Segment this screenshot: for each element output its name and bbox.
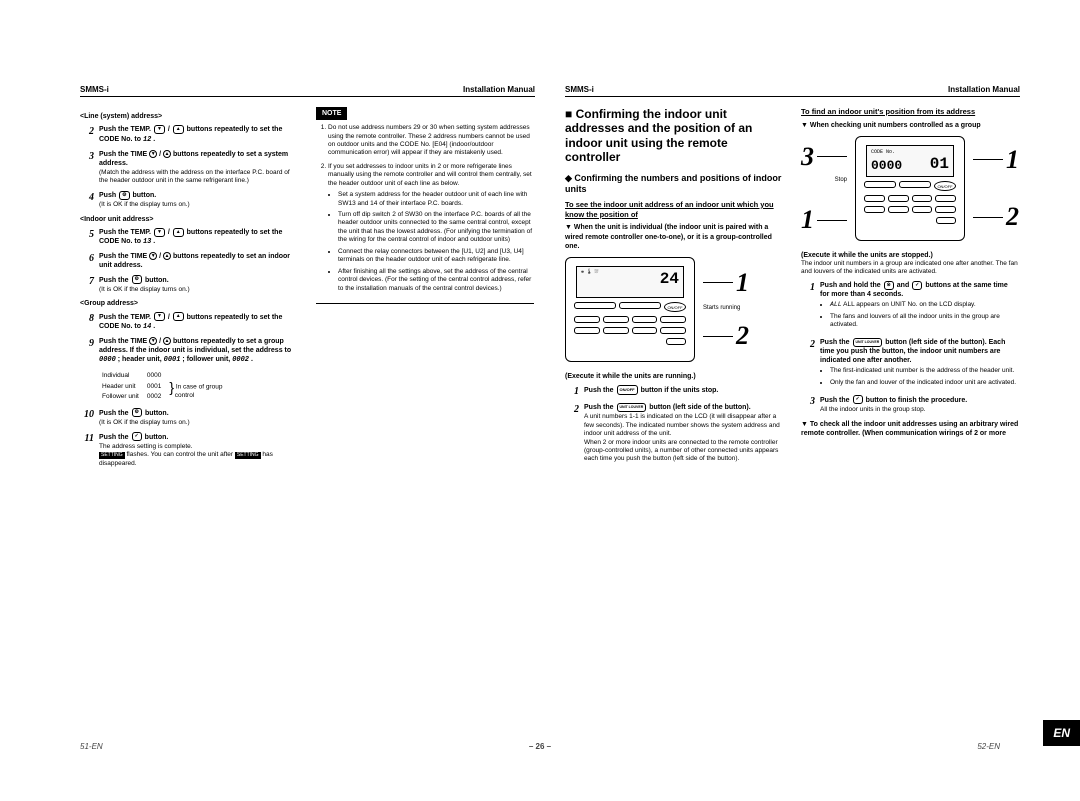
condition-3: To check all the indoor unit addresses u… bbox=[801, 420, 1019, 438]
language-tab: EN bbox=[1043, 720, 1080, 746]
onoff-button[interactable]: ON/OFF bbox=[934, 181, 956, 191]
condition-1: When the unit is individual (the indoor … bbox=[565, 223, 783, 250]
line-address-label: <Line (system) address> bbox=[80, 112, 298, 121]
footer-right: 52-EN bbox=[977, 742, 1000, 751]
setting-badge-2: SETTING bbox=[235, 452, 261, 459]
vent-icon: ※ bbox=[884, 281, 894, 290]
unit-louver-icon: UNIT LOUVER bbox=[617, 403, 647, 412]
remote-controller-1: ❋ 🌡 ⛆ 24 ON/OFF bbox=[565, 257, 695, 362]
onoff-button[interactable]: ON/OFF bbox=[664, 302, 686, 312]
time-up-icon: ▲ bbox=[163, 337, 171, 345]
header-left: SMMS-i Installation Manual bbox=[80, 85, 535, 97]
callout-1: 1 bbox=[736, 266, 749, 300]
lcd-1: ❋ 🌡 ⛆ 24 bbox=[576, 266, 684, 298]
page-right: SMMS-i Installation Manual Confirming th… bbox=[550, 85, 1020, 680]
step-8: 8 Push the TEMP. ▼ / ▲ buttons repeatedl… bbox=[80, 312, 298, 332]
r-step-1: 1 Push the ON/OFF button if the units st… bbox=[565, 385, 783, 398]
product-name: SMMS-i bbox=[80, 85, 109, 94]
indoor-address-label: <Indoor unit address> bbox=[80, 215, 298, 224]
procedure-heading-b: To find an indoor unit's position from i… bbox=[801, 107, 1019, 117]
doc-title: Installation Manual bbox=[463, 85, 535, 94]
note-1: Do not use address numbers 29 or 30 when… bbox=[328, 124, 534, 158]
callout-1c: 1 bbox=[1006, 143, 1019, 177]
step-7: 7 Push the ⚙ button. (It is OK if the di… bbox=[80, 275, 298, 294]
step-2: 2 Push the TEMP. ▼ / ▲ buttons repeatedl… bbox=[80, 125, 298, 145]
note-2: If you set addresses to indoor units in … bbox=[328, 163, 534, 293]
r2-step-1: 1 Push and hold the ※ and ✓ buttons at t… bbox=[801, 281, 1019, 333]
step-6: 6 Push the TIME ▼ / ▲ buttons repeatedly… bbox=[80, 252, 298, 270]
set-icon: ⚙ bbox=[132, 275, 142, 284]
step-4: 4 Push ⚙ button. (It is OK if the displa… bbox=[80, 191, 298, 210]
section-heading: Confirming the indoor unit addresses and… bbox=[565, 107, 783, 165]
temp-down-icon: ▼ bbox=[154, 125, 165, 134]
step-9: 9 Push the TIME ▼ / ▲ buttons repeatedly… bbox=[80, 337, 298, 365]
r-step-2: 2 Push the UNIT LOUVER button (left side… bbox=[565, 403, 783, 464]
time-down-icon: ▼ bbox=[149, 252, 157, 260]
time-up-icon: ▲ bbox=[163, 150, 171, 158]
execute-note-2: (Execute it while the units are stopped.… bbox=[801, 251, 1019, 277]
header-right: SMMS-i Installation Manual bbox=[565, 85, 1020, 97]
step-11: 11 Push the ✓ button. The address settin… bbox=[80, 432, 298, 468]
time-down-icon: ▼ bbox=[149, 337, 157, 345]
time-up-icon: ▲ bbox=[163, 252, 171, 260]
step-3: 3 Push the TIME ▼ / ▲ buttons repeatedly… bbox=[80, 150, 298, 186]
left-col-2: NOTE Do not use address numbers 29 or 30… bbox=[316, 107, 534, 473]
callout-1b: 1 bbox=[801, 203, 814, 237]
product-name: SMMS-i bbox=[565, 85, 594, 94]
footer: 51-EN – 26 – 52-EN bbox=[0, 742, 1080, 751]
group-address-label: <Group address> bbox=[80, 299, 298, 308]
test-icon: ✓ bbox=[132, 432, 142, 441]
lcd-2: CODE No. 0000 01 bbox=[866, 145, 954, 177]
set-icon: ⚙ bbox=[119, 191, 129, 200]
callout-3: 3 bbox=[801, 140, 814, 174]
remote-controller-2: CODE No. 0000 01 ON/OFF bbox=[855, 136, 965, 241]
condition-2: When checking unit numbers controlled as… bbox=[801, 121, 1019, 130]
notes-list: Do not use address numbers 29 or 30 when… bbox=[316, 124, 534, 293]
unit-louver-icon: UNIT LOUVER bbox=[853, 338, 883, 347]
left-col-1: <Line (system) address> 2 Push the TEMP.… bbox=[80, 107, 298, 473]
temp-up-icon: ▲ bbox=[173, 228, 184, 237]
execute-note-1: (Execute it while the units are running.… bbox=[565, 372, 783, 381]
temp-up-icon: ▲ bbox=[173, 312, 184, 321]
step-10: 10 Push the ⚙ button. (It is OK if the d… bbox=[80, 408, 298, 427]
callout-2: 2 bbox=[736, 319, 749, 353]
temp-down-icon: ▼ bbox=[154, 312, 165, 321]
procedure-heading-a: To see the indoor unit address of an ind… bbox=[565, 200, 783, 220]
stop-label: Stop bbox=[835, 177, 847, 185]
test-icon: ✓ bbox=[912, 281, 922, 290]
set-icon: ⚙ bbox=[132, 408, 142, 417]
group-address-table: Individual0000 Header unit0001 } In case… bbox=[100, 370, 230, 403]
page-number: – 26 – bbox=[529, 742, 551, 751]
step-5: 5 Push the TEMP. ▼ / ▲ buttons repeatedl… bbox=[80, 228, 298, 248]
right-col-1: Confirming the indoor unit addresses and… bbox=[565, 107, 783, 469]
subsection-heading: Confirming the numbers and positions of … bbox=[565, 173, 783, 196]
time-down-icon: ▼ bbox=[149, 150, 157, 158]
r2-step-2: 2 Push the UNIT LOUVER button (left side… bbox=[801, 338, 1019, 391]
doc-title: Installation Manual bbox=[948, 85, 1020, 94]
setting-badge-1: SETTING bbox=[99, 452, 125, 459]
starts-running-label: Starts running bbox=[703, 305, 749, 313]
temp-down-icon: ▼ bbox=[154, 228, 165, 237]
test-icon: ✓ bbox=[853, 395, 863, 404]
footer-left: 51-EN bbox=[80, 742, 103, 751]
callout-2b: 2 bbox=[1006, 200, 1019, 234]
right-col-2: To find an indoor unit's position from i… bbox=[801, 107, 1019, 469]
page-left: SMMS-i Installation Manual <Line (system… bbox=[80, 85, 550, 680]
onoff-icon: ON/OFF bbox=[617, 385, 638, 395]
temp-up-icon: ▲ bbox=[173, 125, 184, 134]
r2-step-3: 3 Push the ✓ button to finish the proced… bbox=[801, 395, 1019, 414]
note-badge: NOTE bbox=[316, 107, 347, 120]
